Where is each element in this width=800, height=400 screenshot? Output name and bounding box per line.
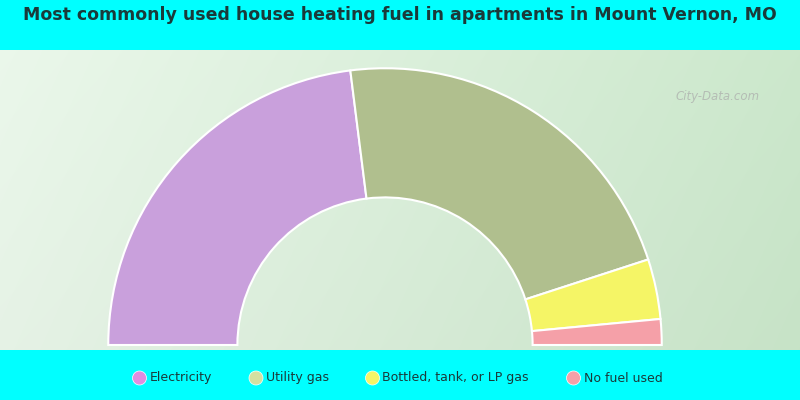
Text: Bottled, tank, or LP gas: Bottled, tank, or LP gas [382,372,529,384]
Ellipse shape [133,371,146,385]
Ellipse shape [249,371,263,385]
Ellipse shape [566,371,581,385]
Ellipse shape [366,371,379,385]
Wedge shape [108,70,366,345]
Wedge shape [350,68,648,299]
Text: Utility gas: Utility gas [266,372,329,384]
Text: City-Data.com: City-Data.com [676,90,760,103]
Wedge shape [532,319,662,345]
Text: No fuel used: No fuel used [583,372,662,384]
Bar [0,0,800,50]
Bar [0,350,800,400]
Text: Most commonly used house heating fuel in apartments in Mount Vernon, MO: Most commonly used house heating fuel in… [23,6,777,24]
Wedge shape [526,260,661,331]
Text: Electricity: Electricity [150,372,212,384]
